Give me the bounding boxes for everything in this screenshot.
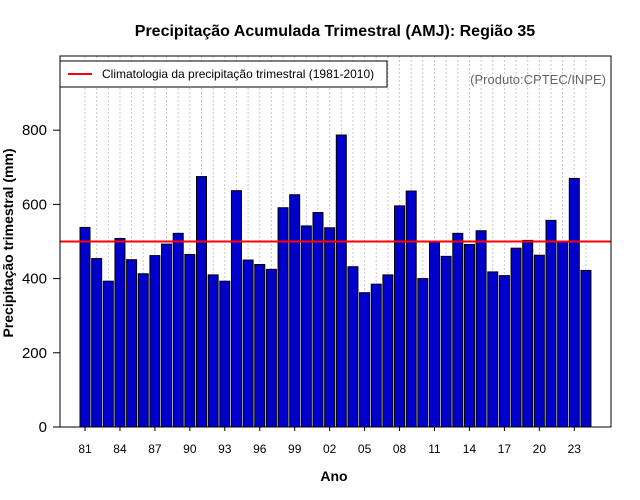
x-tick-label: 87 bbox=[148, 442, 162, 456]
bar-1989 bbox=[172, 232, 184, 428]
x-tick-label: 99 bbox=[288, 442, 302, 456]
bar-2021 bbox=[545, 219, 557, 428]
bar-1990 bbox=[184, 253, 196, 428]
bar-1995 bbox=[242, 259, 254, 428]
bar-2010 bbox=[417, 278, 429, 428]
bar-1991 bbox=[196, 176, 207, 428]
bar-2004 bbox=[347, 266, 359, 428]
bar-1983 bbox=[102, 280, 114, 428]
bar-2005 bbox=[359, 292, 371, 428]
x-tick-label: 20 bbox=[533, 442, 547, 456]
bar-2003 bbox=[335, 134, 347, 428]
bar-1996 bbox=[254, 264, 266, 428]
bar-1993 bbox=[219, 280, 231, 428]
bar-1994 bbox=[230, 190, 242, 428]
legend-label: Climatologia da precipitação trimestral … bbox=[102, 67, 374, 81]
bar-2018 bbox=[510, 247, 522, 428]
x-tick-label: 90 bbox=[183, 442, 197, 456]
x-tick-label: 08 bbox=[393, 442, 407, 456]
bar-1999 bbox=[289, 194, 301, 428]
x-tick-label: 81 bbox=[78, 442, 92, 456]
bar-1987 bbox=[149, 255, 161, 428]
bar-1986 bbox=[137, 273, 149, 428]
bars bbox=[79, 134, 592, 428]
bar-2020 bbox=[533, 254, 545, 428]
y-tick-label: 0 bbox=[39, 419, 47, 436]
bar-2000 bbox=[300, 225, 312, 428]
legend: Climatologia da precipitação trimestral … bbox=[59, 60, 388, 88]
x-tick-label: 05 bbox=[358, 442, 372, 456]
x-tick-label: 96 bbox=[253, 442, 267, 456]
bar-2014 bbox=[463, 243, 475, 428]
bar-2009 bbox=[405, 190, 417, 428]
x-tick-label: 23 bbox=[568, 442, 582, 456]
bar-2015 bbox=[475, 230, 487, 428]
legend-box bbox=[59, 60, 388, 88]
y-tick-label: 600 bbox=[22, 196, 47, 213]
x-tick-label: 02 bbox=[323, 442, 337, 456]
y-tick-label: 200 bbox=[22, 345, 47, 362]
bar-2002 bbox=[324, 227, 336, 428]
bar-2007 bbox=[382, 274, 394, 428]
credit-text: (Produto:CPTEC/INPE) bbox=[470, 72, 606, 87]
plot-frame bbox=[59, 55, 612, 428]
bar-2006 bbox=[370, 283, 382, 428]
bar-2012 bbox=[440, 255, 452, 428]
y-axis: 0 200 400 600 800 bbox=[22, 122, 60, 436]
y-tick-label: 800 bbox=[22, 122, 47, 139]
bar-2013 bbox=[452, 232, 464, 428]
x-tick-label: 17 bbox=[498, 442, 512, 456]
bar-2017 bbox=[498, 275, 510, 428]
bar-1982 bbox=[91, 258, 103, 428]
bar-1985 bbox=[126, 259, 138, 428]
x-tick-label: 84 bbox=[113, 442, 127, 456]
bar-1981 bbox=[79, 226, 91, 428]
bar-1984 bbox=[114, 238, 126, 428]
x-axis-label: Ano bbox=[320, 468, 347, 484]
bar-2011 bbox=[429, 241, 440, 428]
chart-title: Precipitação Acumulada Trimestral (AMJ):… bbox=[135, 23, 536, 40]
bar-2023 bbox=[568, 177, 580, 428]
y-tick-label: 400 bbox=[22, 271, 47, 288]
bar-1997 bbox=[265, 268, 277, 428]
bar-2001 bbox=[312, 212, 324, 428]
bar-2024 bbox=[580, 269, 592, 428]
bar-2008 bbox=[394, 205, 406, 428]
bar-2019 bbox=[522, 239, 534, 428]
x-axis: 81 84 87 90 93 96 99 02 05 08 11 14 17 20 23 bbox=[78, 427, 581, 456]
x-tick-label: 11 bbox=[428, 442, 441, 456]
bar-2022 bbox=[557, 241, 569, 428]
bar-1992 bbox=[207, 274, 219, 428]
y-axis-label: Precipitação trimestral (mm) bbox=[0, 148, 16, 337]
x-tick-label: 93 bbox=[218, 442, 232, 456]
bar-1988 bbox=[161, 243, 173, 428]
x-tick-label: 14 bbox=[463, 442, 477, 456]
bar-2016 bbox=[487, 271, 499, 428]
